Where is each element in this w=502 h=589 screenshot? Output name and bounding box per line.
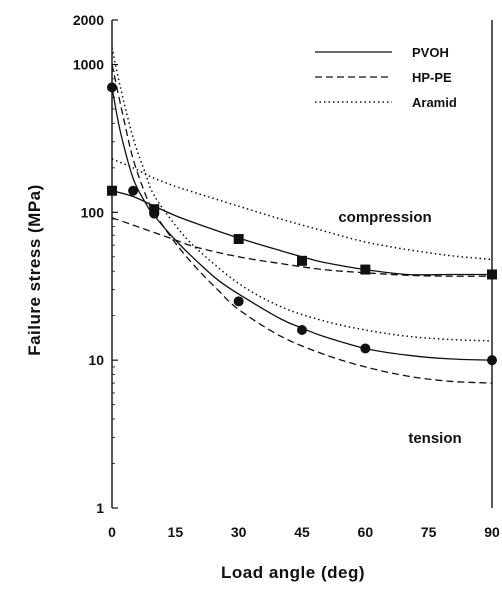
series-line-aramid-tension — [111, 47, 493, 342]
legend-label-aramid: Aramid — [412, 95, 457, 110]
data-point-pvoh-compression-45 — [297, 255, 307, 266]
legend: PVOH HP-PE Aramid — [315, 45, 457, 110]
y-tick-label-2000: 2000 — [73, 12, 104, 28]
data-point-pvoh-tension-0 — [107, 82, 117, 93]
x-tick-label-45: 45 — [294, 524, 310, 540]
x-tick-label-30: 30 — [231, 524, 247, 540]
y-tick-label-10: 10 — [88, 352, 104, 368]
data-point-pvoh-tension-5 — [128, 185, 139, 196]
x-tick-label-75: 75 — [421, 524, 437, 540]
data-point-pvoh-compression-90 — [487, 269, 497, 280]
y-axis-label: Failure stress (MPa) — [25, 184, 44, 356]
series-line-hp-pe-compression — [111, 217, 493, 277]
annotation-tension: tension — [408, 430, 461, 447]
data-point-pvoh-tension-30 — [233, 296, 244, 307]
y-tick-label-1: 1 — [96, 500, 104, 516]
series-line-pvoh-tension — [111, 87, 493, 361]
tick-group: 1 10 100 1000 2000 0 15 30 45 60 75 90 — [73, 12, 500, 540]
data-point-pvoh-compression-0 — [107, 185, 117, 196]
x-tick-label-0: 0 — [108, 524, 116, 540]
series-line-aramid-compression — [111, 158, 493, 261]
axes-group — [111, 20, 493, 508]
x-tick-label-15: 15 — [168, 524, 184, 540]
y-tick-label-100: 100 — [81, 204, 105, 220]
series-line-hp-pe-tension — [111, 64, 493, 384]
legend-label-hp-pe: HP-PE — [412, 70, 452, 85]
data-point-pvoh-tension-10 — [149, 208, 160, 219]
x-axis-label: Load angle (deg) — [221, 563, 365, 582]
data-point-pvoh-tension-60 — [360, 343, 371, 354]
y-tick-label-1000: 1000 — [73, 57, 104, 73]
data-point-pvoh-tension-90 — [487, 355, 497, 366]
data-point-pvoh-compression-60 — [360, 264, 371, 275]
annotation-compression: compression — [338, 209, 431, 226]
legend-label-pvoh: PVOH — [412, 45, 449, 60]
data-point-pvoh-compression-30 — [233, 234, 244, 245]
markers-group — [107, 82, 497, 366]
x-tick-label-60: 60 — [358, 524, 374, 540]
x-tick-label-90: 90 — [484, 524, 500, 540]
data-point-pvoh-tension-45 — [297, 324, 307, 335]
